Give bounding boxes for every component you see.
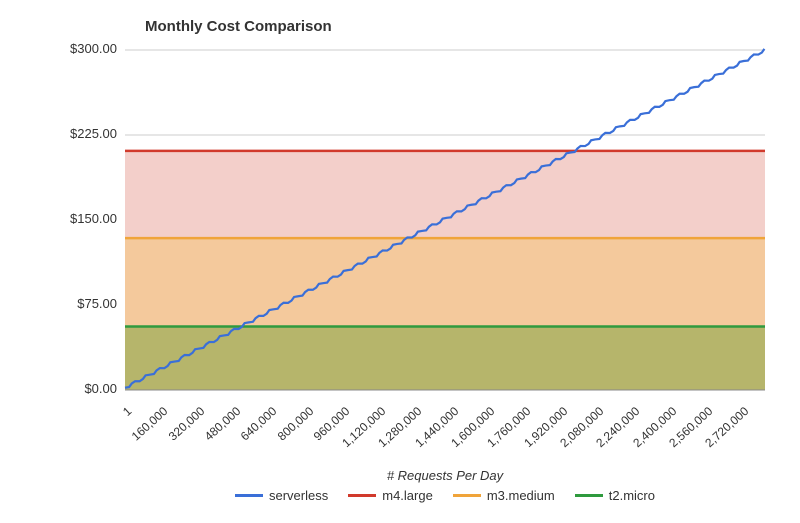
legend-item-t2_micro: t2.micro	[575, 488, 655, 503]
legend-item-m4_large: m4.large	[348, 488, 433, 503]
cost-chart: Monthly Cost Comparison $0.00$75.00$150.…	[0, 0, 800, 523]
legend-swatch	[348, 494, 376, 497]
x-axis-title: # Requests Per Day	[125, 468, 765, 483]
legend-swatch	[235, 494, 263, 497]
legend-swatch	[453, 494, 481, 497]
legend-label: t2.micro	[609, 488, 655, 503]
legend-label: serverless	[269, 488, 328, 503]
legend: serverless m4.large m3.medium t2.micro	[125, 488, 765, 503]
legend-label: m4.large	[382, 488, 433, 503]
legend-label: m3.medium	[487, 488, 555, 503]
legend-item-m3_medium: m3.medium	[453, 488, 555, 503]
legend-item-serverless: serverless	[235, 488, 328, 503]
legend-swatch	[575, 494, 603, 497]
